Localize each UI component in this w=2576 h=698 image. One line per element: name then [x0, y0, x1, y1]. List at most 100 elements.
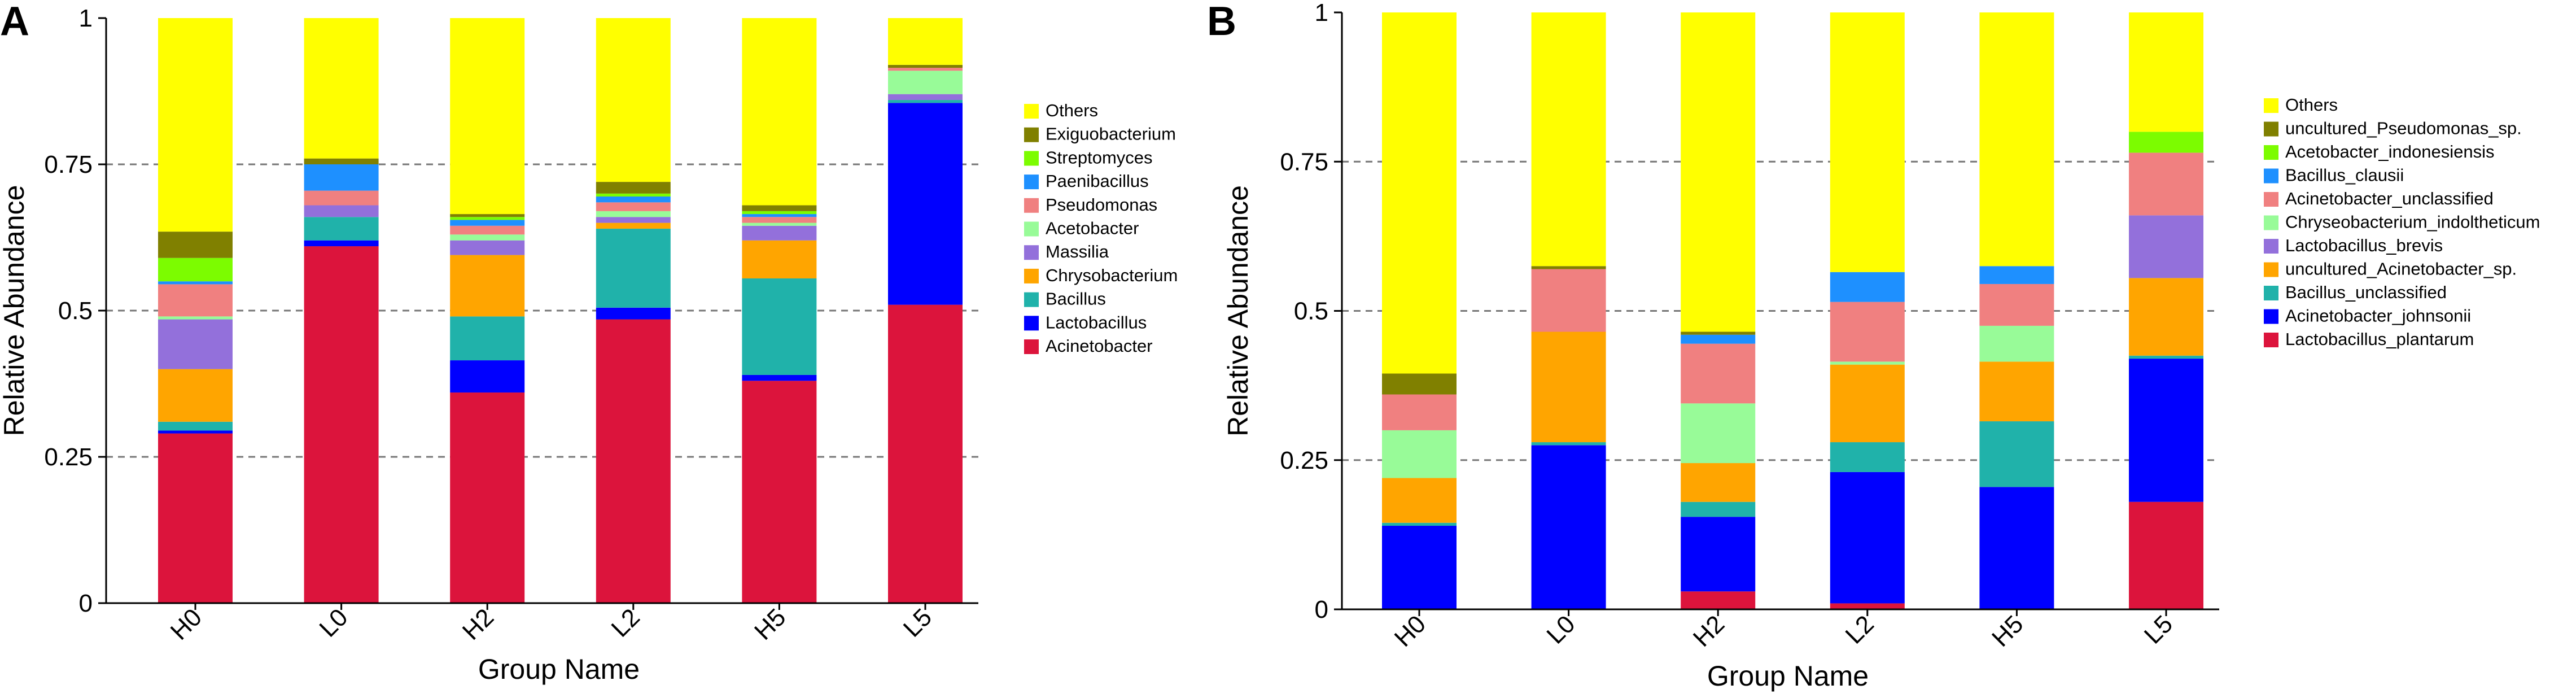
bar-segment — [450, 392, 525, 603]
bar-segment — [1830, 603, 1905, 609]
bar-segment — [450, 234, 525, 241]
y-axis-title: Relative Abundance — [1222, 185, 1254, 437]
legend-label: Chrysobacterium — [1046, 265, 1178, 285]
bar-segment — [304, 205, 379, 217]
bar-segment — [596, 196, 671, 203]
bar-segment — [888, 18, 963, 65]
legend-swatch — [1024, 292, 1039, 307]
legend-label: Paenibacillus — [1046, 171, 1149, 191]
bar-segment — [742, 374, 817, 381]
bar-segment — [158, 430, 233, 434]
y-tick-label: 0.75 — [44, 151, 93, 178]
legend-label: Acinetobacter_johnsonii — [2285, 306, 2471, 326]
bar-segment — [158, 281, 233, 285]
bar-segment — [1382, 12, 1457, 374]
bar-segment — [158, 433, 233, 603]
x-tick-label: L5 — [2139, 610, 2178, 649]
bar-segment — [742, 278, 817, 375]
legend-label: Streptomyces — [1046, 147, 1153, 167]
legend-swatch — [2264, 239, 2278, 254]
legend-label: Chryseobacterium_indoltheticum — [2285, 212, 2540, 232]
bar-segment — [450, 240, 525, 255]
bar-segment — [2129, 152, 2203, 216]
bar-segment — [450, 360, 525, 393]
bar-segment — [888, 103, 963, 305]
legend-swatch — [1024, 245, 1039, 260]
legend-swatch — [2264, 98, 2278, 113]
bar-segment — [596, 193, 671, 197]
bar-segment — [304, 190, 379, 206]
bar-segment — [742, 381, 817, 603]
bar-segment — [158, 369, 233, 422]
bar-segment — [888, 94, 963, 101]
legend-swatch — [1024, 268, 1039, 283]
bar-segment — [1531, 445, 1606, 609]
bar-segment — [888, 68, 963, 71]
legend-swatch — [1024, 221, 1039, 237]
bar-segment — [304, 246, 379, 603]
bar-segment — [2129, 132, 2203, 153]
legend-swatch — [1024, 151, 1039, 166]
legend-swatch — [2264, 168, 2278, 184]
x-tick-label: H0 — [1389, 610, 1431, 652]
legend-label: Pseudomonas — [1046, 195, 1157, 215]
legend-label: Bacillus — [1046, 289, 1106, 309]
y-tick-label: 1 — [79, 5, 93, 32]
bar-segment — [1681, 334, 1756, 344]
bar-segment — [742, 205, 817, 211]
legend-label: Acinetobacter — [1046, 336, 1153, 356]
legend-label: Lactobacillus_plantarum — [2285, 329, 2474, 349]
legend-swatch — [2264, 333, 2278, 347]
x-tick-label: L0 — [314, 603, 353, 642]
bar-segment — [1830, 12, 1905, 272]
bar-segment — [1382, 522, 1457, 526]
bar-segment — [596, 18, 671, 182]
bar-segment — [450, 18, 525, 215]
bar-segment — [304, 158, 379, 164]
bar-segment — [1979, 283, 2054, 326]
bar-segment — [596, 217, 671, 223]
bar-segment — [596, 211, 671, 217]
bar-segment — [1531, 266, 1606, 269]
x-tick-label: L2 — [1840, 610, 1879, 649]
bar-segment — [2129, 278, 2203, 356]
bar-segment — [158, 18, 233, 232]
bar-segment — [1382, 394, 1457, 430]
bar-segment — [596, 307, 671, 320]
bar-segment — [1681, 12, 1756, 332]
bar-segment — [2129, 355, 2203, 359]
bar-segment — [1681, 331, 1756, 335]
bar-segment — [1382, 430, 1457, 478]
bar-segment — [596, 223, 671, 229]
bar-segment — [596, 319, 671, 603]
legend-label: Acetobacter — [1046, 219, 1139, 238]
legend-label: Massilia — [1046, 242, 1109, 261]
bar-segment — [742, 211, 817, 215]
bar-segment — [596, 228, 671, 308]
legend-swatch — [2264, 309, 2278, 324]
bar-segment — [1979, 361, 2054, 422]
legend-label: Others — [1046, 101, 1098, 120]
bar-segment — [1681, 517, 1756, 592]
bar-segment — [2129, 215, 2203, 278]
x-axis-title: Group Name — [478, 653, 640, 685]
legend-swatch — [1024, 316, 1039, 331]
bar-segment — [888, 71, 963, 94]
bar-segment — [304, 217, 379, 241]
bar-segment — [1681, 591, 1756, 609]
bar-segment — [742, 223, 817, 226]
x-tick-label: L0 — [1541, 610, 1580, 649]
bar-segment — [1681, 501, 1756, 517]
bar-segment — [742, 214, 817, 217]
bar-segment — [1830, 361, 1905, 365]
legend-label: Bacillus_unclassified — [2285, 282, 2447, 302]
y-tick-label: 0 — [1315, 596, 1328, 623]
legend-swatch — [2264, 286, 2278, 300]
bar-segment — [1979, 266, 2054, 284]
legend-swatch — [2264, 145, 2278, 160]
y-tick-label: 0.25 — [44, 443, 93, 471]
bar-segment — [450, 255, 525, 317]
legend-swatch — [1024, 174, 1039, 190]
bar-segment — [1979, 325, 2054, 362]
panel-a: A H0 L0 H2 L2 H5 L5 0 0.25 0.5 0.75 1 Group Name Rel… — [0, 0, 1178, 685]
